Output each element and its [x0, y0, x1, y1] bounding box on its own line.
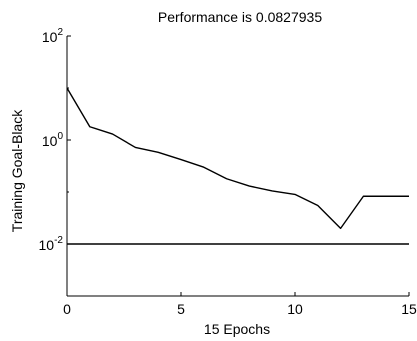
x-tick-label: 15	[401, 301, 417, 317]
x-tick-label: 5	[177, 301, 185, 317]
y-tick-label: 102	[42, 27, 64, 45]
x-tick-label: 10	[287, 301, 303, 317]
performance-line	[66, 87, 409, 230]
y-tick-label: 10-2	[39, 235, 64, 253]
y-tick-label: 100	[42, 131, 64, 149]
x-tick-label: 0	[63, 301, 71, 317]
x-axis-label: 15 Epochs	[204, 321, 270, 337]
plot-area: 0 5 10 15 102 100 10-2	[39, 27, 417, 317]
chart-title: Performance is 0.0827935	[158, 9, 322, 25]
y-axis-label: Training Goal-Black	[9, 109, 25, 232]
